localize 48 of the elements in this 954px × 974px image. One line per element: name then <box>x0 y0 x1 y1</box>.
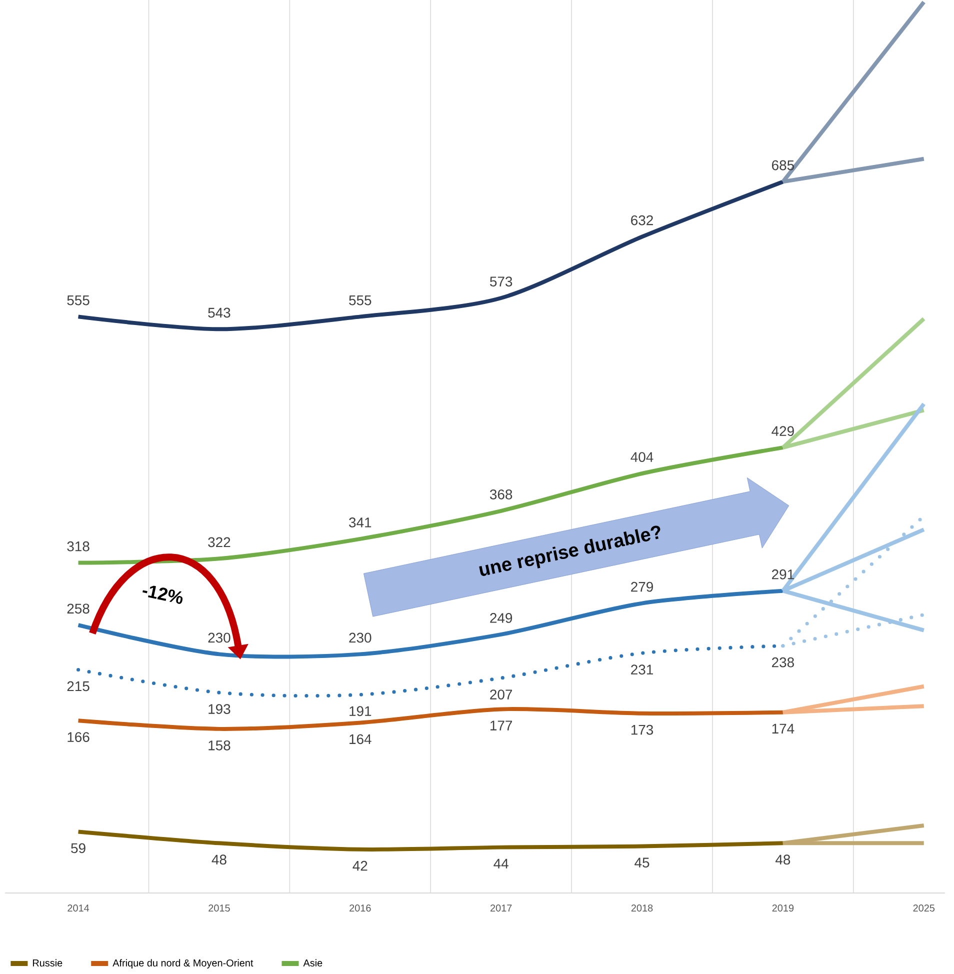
data-label: 45 <box>634 858 650 868</box>
x-tick-label: 2017 <box>490 904 512 912</box>
data-label: 258 <box>67 604 90 614</box>
data-label: 238 <box>772 657 794 668</box>
data-label: 48 <box>775 854 790 865</box>
x-tick-label: 2015 <box>208 904 230 912</box>
data-label: 341 <box>349 518 372 528</box>
data-label: 177 <box>490 720 512 730</box>
x-tick-label: 2014 <box>68 904 90 912</box>
data-label: 279 <box>631 582 653 592</box>
data-label: 174 <box>772 724 794 734</box>
data-label: 322 <box>208 537 230 548</box>
annotation: -12% <box>142 586 183 604</box>
data-label: 166 <box>68 732 90 742</box>
data-label: 173 <box>631 724 654 735</box>
data-label: 429 <box>772 426 794 436</box>
data-label: 685 <box>772 160 794 170</box>
data-label: 59 <box>71 843 86 854</box>
data-label: 164 <box>350 734 372 744</box>
legend-label: Russie <box>32 959 62 966</box>
x-tick-label: 2018 <box>631 904 653 912</box>
data-label: 230 <box>208 632 230 643</box>
data-label: 230 <box>349 632 372 643</box>
data-label: 291 <box>772 569 794 580</box>
legend-label: Afrique du nord & Moyen-Orient <box>112 959 254 968</box>
data-label: 632 <box>631 215 653 226</box>
data-label: 231 <box>631 664 653 675</box>
data-label: 215 <box>67 681 90 692</box>
data-label: 368 <box>490 489 512 500</box>
data-label: 42 <box>352 860 368 871</box>
data-label: 193 <box>208 704 230 714</box>
data-label: 48 <box>212 854 226 865</box>
data-label: 543 <box>208 308 230 318</box>
data-label: 318 <box>67 541 90 552</box>
data-label: 44 <box>494 858 508 868</box>
data-label: 191 <box>350 706 372 716</box>
data-label: 555 <box>349 295 372 306</box>
data-label: 158 <box>208 740 230 750</box>
data-label: 573 <box>490 276 512 286</box>
data-label: 249 <box>490 613 512 623</box>
legend-label: Asie <box>303 959 322 966</box>
data-label: 207 <box>490 690 512 700</box>
data-label: 555 <box>67 295 90 306</box>
x-tick-label: 2019 <box>772 904 794 912</box>
x-tick-label: 2016 <box>350 904 371 912</box>
annotation: une reprise durable? <box>479 526 660 576</box>
x-tick-label: 2025 <box>913 904 935 912</box>
data-label: 404 <box>630 452 654 462</box>
